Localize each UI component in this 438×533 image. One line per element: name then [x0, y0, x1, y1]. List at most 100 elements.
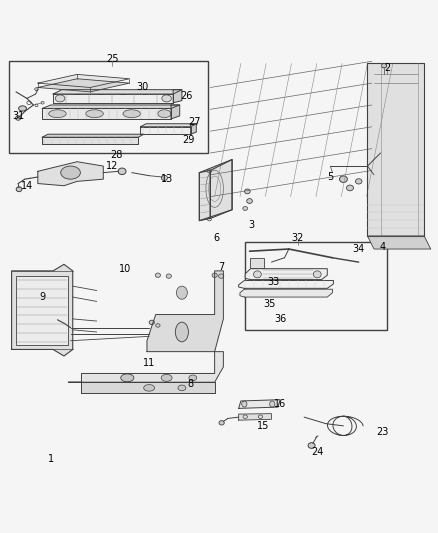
Text: 29: 29 — [182, 135, 194, 145]
Polygon shape — [42, 138, 138, 144]
Ellipse shape — [219, 274, 224, 278]
Bar — [251, 258, 265, 268]
Ellipse shape — [339, 176, 347, 182]
Ellipse shape — [219, 421, 224, 425]
Text: 14: 14 — [21, 181, 33, 191]
Polygon shape — [53, 94, 173, 103]
Ellipse shape — [381, 63, 387, 68]
Polygon shape — [239, 414, 272, 420]
Text: 2: 2 — [384, 63, 390, 73]
Text: 6: 6 — [214, 233, 220, 243]
Ellipse shape — [308, 443, 315, 448]
Ellipse shape — [212, 273, 217, 277]
Text: 32: 32 — [291, 233, 304, 243]
Text: 23: 23 — [377, 427, 389, 438]
Ellipse shape — [356, 179, 362, 184]
Text: 25: 25 — [106, 54, 118, 64]
Polygon shape — [367, 236, 431, 249]
Ellipse shape — [178, 385, 186, 391]
Polygon shape — [38, 79, 130, 92]
Ellipse shape — [177, 286, 187, 299]
Polygon shape — [38, 161, 103, 185]
Ellipse shape — [162, 95, 171, 102]
Polygon shape — [173, 90, 182, 103]
Ellipse shape — [161, 374, 172, 381]
Polygon shape — [367, 63, 424, 236]
Ellipse shape — [166, 274, 171, 278]
Polygon shape — [42, 108, 171, 119]
Ellipse shape — [144, 385, 155, 391]
Polygon shape — [240, 289, 332, 297]
Text: 9: 9 — [39, 292, 45, 302]
Text: 13: 13 — [160, 174, 173, 184]
Ellipse shape — [242, 401, 247, 407]
Ellipse shape — [155, 324, 160, 327]
Ellipse shape — [254, 271, 261, 278]
Polygon shape — [210, 159, 232, 219]
Ellipse shape — [155, 273, 160, 277]
Bar — [10, 61, 208, 153]
Text: 36: 36 — [274, 314, 286, 324]
Text: 28: 28 — [110, 150, 123, 160]
Ellipse shape — [175, 322, 188, 342]
Text: 33: 33 — [268, 277, 280, 287]
Ellipse shape — [313, 271, 321, 278]
Text: 27: 27 — [189, 117, 201, 127]
Ellipse shape — [161, 175, 167, 181]
Ellipse shape — [149, 320, 154, 325]
Ellipse shape — [346, 185, 353, 191]
Polygon shape — [53, 90, 182, 94]
Ellipse shape — [189, 375, 197, 381]
Ellipse shape — [243, 206, 247, 211]
Ellipse shape — [158, 110, 171, 118]
Ellipse shape — [247, 199, 252, 204]
Ellipse shape — [18, 106, 26, 111]
Polygon shape — [38, 75, 130, 87]
Polygon shape — [141, 124, 196, 127]
Text: 30: 30 — [137, 83, 149, 93]
Text: 11: 11 — [143, 358, 155, 368]
Polygon shape — [141, 127, 191, 134]
Polygon shape — [147, 271, 223, 352]
Polygon shape — [68, 352, 223, 382]
Ellipse shape — [123, 110, 141, 118]
Text: 12: 12 — [106, 161, 118, 171]
Text: 1: 1 — [48, 455, 54, 464]
Text: 7: 7 — [218, 262, 224, 271]
Ellipse shape — [35, 88, 38, 91]
Polygon shape — [171, 105, 180, 119]
Text: 5: 5 — [327, 172, 333, 182]
Ellipse shape — [49, 110, 66, 118]
Text: 3: 3 — [249, 220, 255, 230]
Text: 24: 24 — [311, 447, 323, 457]
Polygon shape — [239, 280, 333, 288]
Ellipse shape — [86, 110, 103, 118]
Ellipse shape — [121, 374, 134, 382]
Polygon shape — [239, 400, 280, 408]
Text: 34: 34 — [353, 244, 365, 254]
Ellipse shape — [244, 189, 250, 194]
Bar — [245, 243, 387, 330]
Polygon shape — [42, 134, 144, 138]
Text: 16: 16 — [274, 399, 286, 409]
Ellipse shape — [61, 166, 81, 179]
Polygon shape — [199, 171, 210, 221]
Polygon shape — [12, 264, 73, 356]
Ellipse shape — [16, 187, 22, 192]
Ellipse shape — [118, 168, 126, 175]
Text: 8: 8 — [187, 379, 194, 390]
Text: 10: 10 — [119, 264, 131, 273]
Text: 15: 15 — [257, 421, 269, 431]
Text: 31: 31 — [12, 111, 24, 121]
Ellipse shape — [55, 95, 65, 102]
Polygon shape — [42, 105, 180, 108]
Polygon shape — [245, 269, 327, 280]
Text: 26: 26 — [180, 91, 192, 101]
Text: 35: 35 — [263, 298, 276, 309]
Polygon shape — [191, 124, 196, 134]
Bar — [16, 276, 68, 345]
Polygon shape — [199, 159, 232, 221]
Ellipse shape — [15, 116, 21, 120]
Text: 4: 4 — [380, 242, 386, 252]
Polygon shape — [81, 382, 215, 393]
